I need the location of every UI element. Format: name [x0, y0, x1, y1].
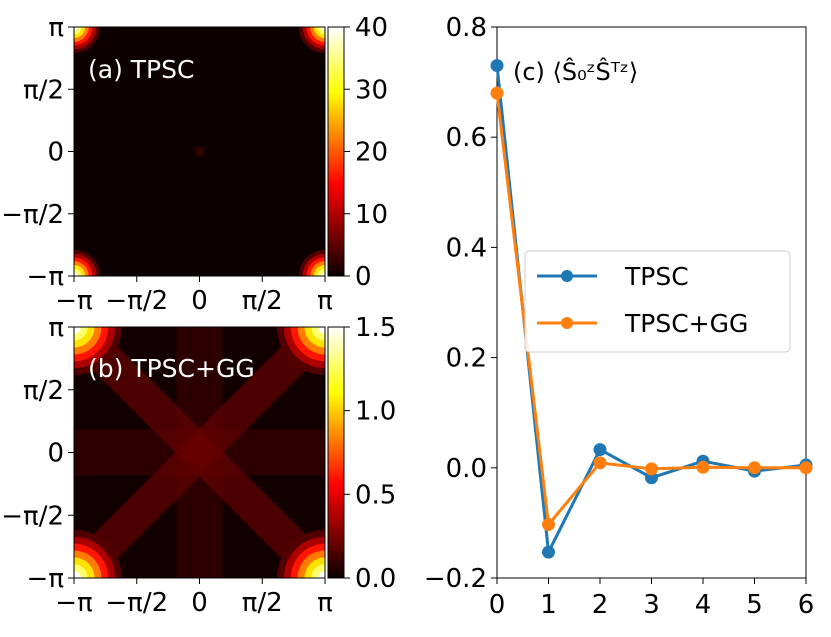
- heatmap-b-peak-contour: [318, 327, 325, 334]
- y-tick-label-a: −π/2: [1, 200, 64, 230]
- point-tpsc: [593, 443, 607, 457]
- panel-a-title: (a) TPSC: [88, 55, 194, 84]
- y-tick-label-c: 0.8: [446, 13, 487, 43]
- heatmap-b-peak-contour: [74, 327, 81, 334]
- heatmap-b-peak-contour: [74, 571, 81, 578]
- colorbar-b: 0.0 0.5 1.0 1.5: [327, 313, 396, 594]
- colorbar-tick-label-b: 0.0: [355, 564, 396, 594]
- legend-marker-tpsc: [561, 270, 573, 282]
- point-tpsc: [490, 59, 504, 73]
- legend-label-tpsc: TPSC: [624, 262, 689, 291]
- panel-a: (a) TPSC −π −π/2 0 π/2 π −π −π/2 0 π/2 π 0 10 20 30 4…: [1, 13, 388, 316]
- colorbar-tick-label-a: 0: [355, 262, 372, 292]
- heatmap-a-peak-contour: [74, 272, 78, 276]
- point-tpsc-gg: [799, 461, 813, 475]
- y-tick-label-a: π: [48, 13, 64, 43]
- point-tpsc-gg: [593, 456, 607, 470]
- x-tick-label-c: 3: [643, 590, 660, 620]
- heatmap-a-center: [195, 147, 204, 156]
- point-tpsc: [542, 545, 555, 559]
- legend-entry-tpsc: TPSC: [537, 262, 689, 291]
- y-tick-label-c: 0.2: [446, 344, 487, 374]
- panel-b-title: (b) TPSC+GG: [88, 354, 255, 383]
- legend-marker-tpsc-gg: [561, 317, 573, 329]
- colorbar-a: 0 10 20 30 40: [327, 13, 388, 292]
- heatmap-a: [74, 27, 325, 276]
- legend: TPSC TPSC+GG: [524, 250, 791, 353]
- x-tick-label-c: 4: [695, 590, 712, 620]
- legend-label-tpsc-gg: TPSC+GG: [624, 309, 748, 338]
- colorbar-tick-label-a: 40: [355, 13, 388, 43]
- colorbar-tick-label-b: 0.5: [355, 480, 396, 510]
- x-tick-label-a: −π: [55, 286, 92, 316]
- x-tick-label-a: −π/2: [105, 286, 168, 316]
- heatmap-a-peak-contour: [321, 27, 325, 31]
- y-tick-label-a: π/2: [23, 75, 64, 105]
- x-tick-label-a: π: [317, 286, 333, 316]
- y-tick-label-b: −π/2: [1, 501, 64, 531]
- point-tpsc-gg: [490, 86, 504, 100]
- x-tick-label-b: 0: [191, 588, 208, 618]
- colorbar-tick-label-a: 20: [355, 138, 388, 168]
- x-tick-label-b: −π/2: [105, 588, 168, 618]
- x-tick-label-c: 0: [489, 590, 506, 620]
- y-tick-label-b: π: [48, 313, 64, 343]
- heatmap-b: [74, 327, 325, 578]
- x-tick-label-c: 6: [798, 590, 815, 620]
- y-tick-label-c: −0.2: [424, 564, 487, 594]
- y-tick-label-c: 0.0: [446, 454, 487, 484]
- y-tick-label-c: 0.6: [446, 123, 487, 153]
- point-tpsc-gg: [748, 461, 761, 475]
- colorbar-tick-label-a: 10: [355, 200, 388, 230]
- heatmap-a-peak-contour: [74, 27, 78, 31]
- y-tick-label-c: 0.4: [446, 233, 487, 263]
- panel-c-title: (c) ⟨Ŝ₀ᶻŜᵀᶻ⟩: [513, 56, 638, 86]
- point-tpsc-gg: [696, 460, 710, 474]
- legend-entry-tpsc-gg: TPSC+GG: [537, 309, 748, 338]
- point-tpsc-gg: [542, 518, 555, 532]
- panel-c: 0 1 2 3 4 5 6−0.20.00.20.40.60.8 (c) ⟨Ŝ₀ᶻŜᵀᶻ⟩ …: [424, 13, 814, 620]
- x-tick-label-a: π/2: [242, 286, 283, 316]
- point-tpsc-gg: [645, 462, 658, 476]
- colorbar-tick-label-a: 30: [355, 75, 388, 105]
- y-tick-label-b: π/2: [23, 376, 64, 406]
- x-tick-label-b: −π: [55, 588, 92, 618]
- x-tick-label-a: 0: [191, 286, 208, 316]
- y-tick-label-a: −π: [27, 262, 64, 292]
- colorbar-tick-label-b: 1.0: [355, 397, 396, 427]
- x-tick-label-b: π: [317, 588, 333, 618]
- colorbar-tick-label-b: 1.5: [355, 313, 396, 343]
- x-tick-label-c: 1: [540, 590, 557, 620]
- heatmap-a-peak-contour: [321, 272, 325, 276]
- heatmap-b-peak-contour: [318, 571, 325, 578]
- x-tick-label-c: 5: [746, 590, 763, 620]
- y-tick-label-a: 0: [47, 138, 64, 168]
- y-tick-label-b: −π: [27, 564, 64, 594]
- y-tick-label-b: 0: [47, 439, 64, 469]
- panel-b: (b) TPSC+GG −π −π/2 0 π/2 π−π−π/20π/2π 0.00.…: [1, 313, 396, 618]
- heatmap-b-ridge: [74, 327, 325, 578]
- x-tick-label-b: π/2: [242, 588, 283, 618]
- x-tick-label-c: 2: [592, 590, 609, 620]
